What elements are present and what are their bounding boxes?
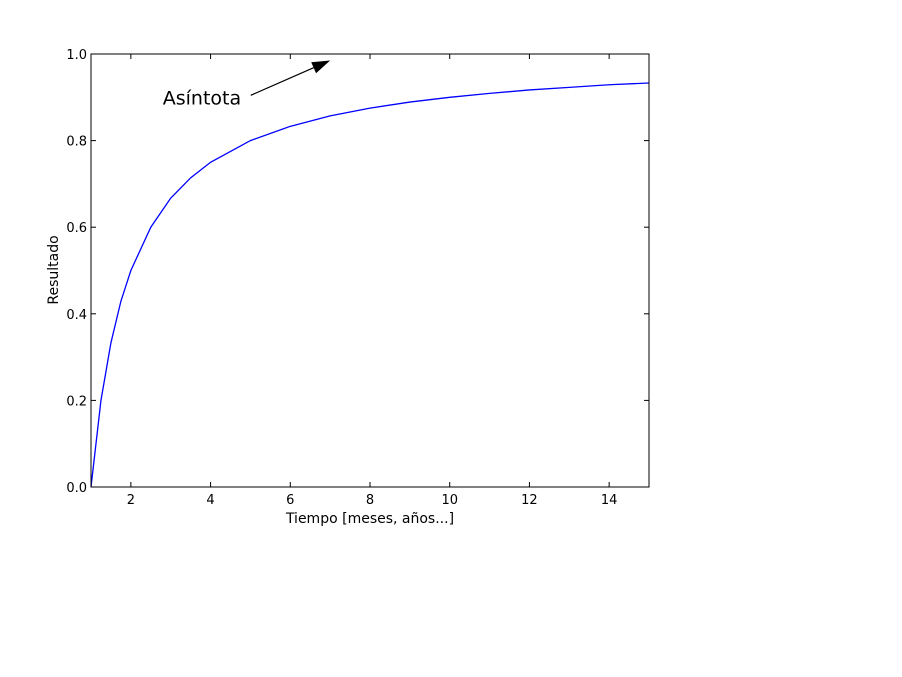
plot-background: [91, 54, 649, 487]
x-tick-label: 14: [601, 493, 618, 508]
y-ticks: 0.0 0.2 0.4 0.6 0.8 1.0: [66, 48, 649, 496]
plot-frame: [90, 53, 650, 488]
x-tick-label: 6: [286, 493, 294, 508]
series-line: [90, 82, 650, 488]
x-tick-label: 4: [206, 493, 214, 508]
y-tick-label: 0.0: [66, 481, 87, 496]
y-axis-label: Resultado: [46, 235, 62, 304]
y-tick-label: 0.8: [66, 135, 87, 150]
x-tick-label: 10: [441, 493, 458, 508]
x-ticks: 2 4 6 8 10 12 14: [127, 54, 618, 508]
annotation-arrow-head: [311, 60, 331, 74]
y-tick-label: 0.6: [66, 221, 87, 236]
x-tick-label: 12: [521, 493, 538, 508]
y-tick-label: 1.0: [66, 48, 87, 63]
y-tick-label: 0.2: [66, 394, 87, 409]
y-tick-label: 0.4: [66, 308, 87, 323]
annotation: Asíntota: [163, 60, 331, 109]
annotation-arrow-line: [250, 67, 314, 96]
x-tick-label: 2: [127, 493, 135, 508]
x-axis-label: Tiempo [meses, años...]: [285, 511, 454, 527]
x-tick-label: 8: [366, 493, 374, 508]
annotation-text: Asíntota: [163, 87, 241, 109]
